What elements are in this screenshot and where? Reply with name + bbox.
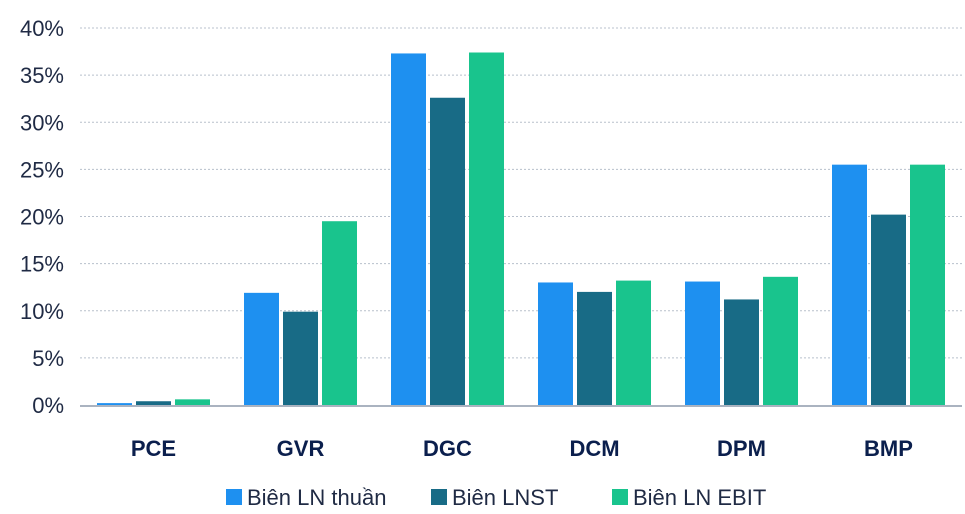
- bar-bmp-series-3: [910, 164, 945, 405]
- y-tick-label: 40%: [20, 16, 64, 41]
- bar-dpm-series-2: [724, 299, 759, 405]
- bar-dgc-series-3: [469, 52, 504, 405]
- x-category-label: GVR: [277, 436, 325, 461]
- y-tick-label: 15%: [20, 252, 64, 277]
- bars: [97, 52, 945, 406]
- bar-dcm-series-3: [616, 280, 651, 405]
- bar-dgc-series-2: [430, 97, 465, 406]
- y-tick-label: 20%: [20, 205, 64, 230]
- y-tick-label: 10%: [20, 299, 64, 324]
- bar-gvr-series-3: [322, 221, 357, 405]
- legend-item: Biên LN thuần: [226, 485, 386, 510]
- bar-pce-series-2: [136, 401, 171, 405]
- bar-dcm-series-1: [538, 282, 573, 405]
- y-tick-label: 5%: [32, 346, 64, 371]
- x-category-label: BMP: [864, 436, 913, 461]
- legend-swatch: [612, 489, 628, 505]
- bar-bmp-series-1: [832, 164, 867, 405]
- legend-swatch: [431, 489, 447, 505]
- bar-pce-series-3: [175, 399, 210, 405]
- legend-label: Biên LN EBIT: [633, 485, 766, 510]
- y-axis-ticks: 0% 5% 10% 15% 20% 25% 30% 35% 40%: [20, 16, 64, 418]
- y-tick-label: 30%: [20, 110, 64, 135]
- y-tick-label: 25%: [20, 157, 64, 182]
- legend-item: Biên LNST: [431, 485, 558, 510]
- bar-pce-series-1: [97, 403, 132, 405]
- legend-swatch: [226, 489, 242, 505]
- bar-dpm-series-1: [685, 281, 720, 405]
- legend-item: Biên LN EBIT: [612, 485, 766, 510]
- bar-dgc-series-1: [391, 53, 426, 405]
- bar-dpm-series-3: [763, 276, 798, 405]
- bar-bmp-series-2: [871, 214, 906, 405]
- x-category-label: DCM: [569, 436, 619, 461]
- bar-gvr-series-1: [244, 292, 279, 405]
- gridlines: [80, 27, 962, 359]
- x-category-label: PCE: [131, 436, 176, 461]
- legend-label: Biên LN thuần: [247, 485, 386, 510]
- y-tick-label: 35%: [20, 63, 64, 88]
- y-tick-label: 0%: [32, 393, 64, 418]
- bar-gvr-series-2: [283, 311, 318, 405]
- legend-label: Biên LNST: [452, 485, 558, 510]
- legend: Biên LN thuần Biên LNST Biên LN EBIT: [226, 485, 766, 510]
- x-category-label: DPM: [717, 436, 766, 461]
- x-axis-categories: PCE GVR DGC DCM DPM BMP: [131, 436, 913, 461]
- x-category-label: DGC: [423, 436, 472, 461]
- bar-dcm-series-2: [577, 291, 612, 405]
